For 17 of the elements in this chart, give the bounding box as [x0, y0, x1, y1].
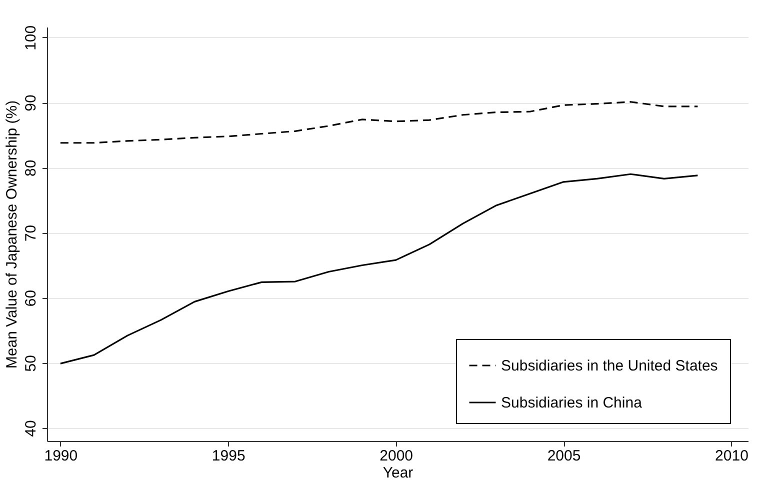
- x-tick-label: 2010: [715, 448, 748, 464]
- legend-label: Subsidiaries in the United States: [501, 358, 718, 374]
- y-tick-label: 80: [22, 160, 40, 176]
- x-tick-label: 1990: [44, 448, 78, 464]
- x-axis-title: Year: [382, 464, 414, 482]
- y-tick-label: 70: [22, 224, 40, 242]
- y-tick-label: 50: [22, 355, 40, 372]
- line-series: [60, 101, 698, 144]
- y-axis-title: Mean Value of Japanese Ownership (%): [4, 100, 20, 369]
- legend-label: Subsidiaries in China: [501, 394, 643, 412]
- y-tick-label: 60: [22, 290, 40, 307]
- x-tick-label: 2005: [547, 448, 581, 464]
- x-tick-label: 1995: [212, 448, 246, 464]
- y-tick-label: 40: [22, 420, 40, 437]
- y-tick-label: 90: [22, 94, 40, 112]
- y-tick-label: 100: [22, 25, 40, 50]
- x-tick-label: 2000: [380, 448, 414, 464]
